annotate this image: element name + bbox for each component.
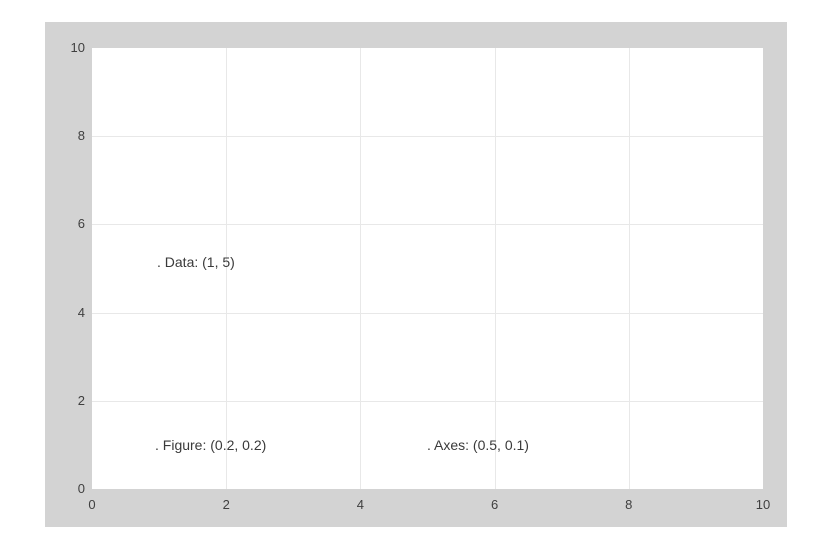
gridline-vertical <box>494 48 496 489</box>
y-tick-label: 2 <box>77 392 85 408</box>
x-tick-label: 0 <box>88 497 96 512</box>
y-tick-label: 8 <box>77 128 85 144</box>
y-tick-label: 0 <box>77 481 85 496</box>
plot-area <box>92 48 763 489</box>
gridline-horizontal <box>92 136 763 138</box>
x-tick-label: 2 <box>222 497 230 512</box>
annotation-axes-coords: . Axes: (0.5, 0.1) <box>427 437 529 453</box>
gridline-horizontal <box>92 400 763 402</box>
gridline-vertical <box>360 48 362 489</box>
x-tick-label: 10 <box>755 497 771 512</box>
y-tick-label: 6 <box>77 216 85 232</box>
x-tick-label: 4 <box>356 497 365 512</box>
annotation-data-coords: . Data: (1, 5) <box>157 254 235 270</box>
gridline-horizontal <box>92 312 763 314</box>
gridline-horizontal <box>92 224 763 226</box>
x-tick-label: 8 <box>625 497 633 512</box>
x-tick-label: 6 <box>490 497 499 512</box>
gridline-vertical <box>628 48 630 489</box>
gridline-vertical <box>226 48 228 489</box>
y-tick-label: 4 <box>77 304 85 320</box>
y-tick-label: 10 <box>70 40 85 55</box>
annotation-figure-coords: . Figure: (0.2, 0.2) <box>155 437 267 453</box>
